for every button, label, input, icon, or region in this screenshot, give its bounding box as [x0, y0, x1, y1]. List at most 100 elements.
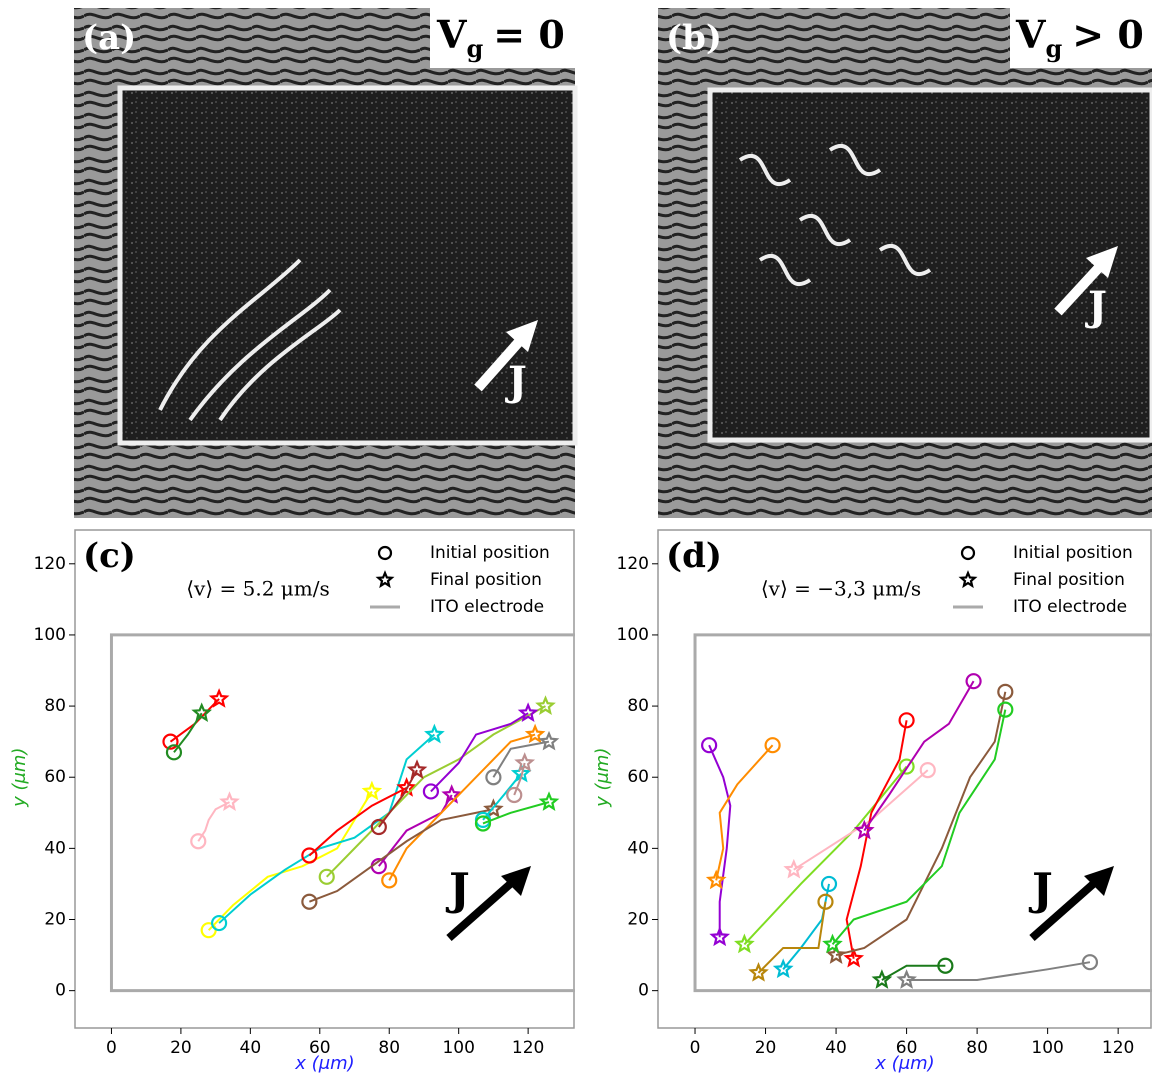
trajectory — [169, 698, 220, 743]
trajectory — [309, 808, 494, 903]
final-marker — [538, 730, 560, 751]
domain-stripes — [738, 143, 932, 287]
annotation: ⟨v⟩ = −3,3 μm/s — [761, 577, 921, 601]
initial-marker — [301, 893, 318, 910]
initial-marker — [701, 737, 718, 754]
plot-frame — [74, 529, 575, 1029]
final-marker — [361, 780, 383, 801]
y-tick-label: 100 — [34, 625, 66, 645]
trajectory — [430, 712, 529, 793]
y-tick-label: 20 — [627, 910, 649, 930]
initial-marker — [381, 872, 398, 889]
current-arrow — [474, 331, 529, 392]
x-axis-label: x (μm) — [874, 1053, 934, 1074]
chart: 0 20 40 60 80 100 120 0 20 40 60 80 100 120 x (μm) y (μ… — [9, 529, 575, 1074]
y-tick-label: 60 — [44, 767, 66, 787]
y-tick-label: 0 — [55, 981, 66, 1001]
legend-initial-marker — [960, 545, 976, 561]
caption-box — [1010, 8, 1152, 68]
legend-label: ITO electrode — [430, 597, 544, 617]
y-tick-label: 0 — [638, 981, 649, 1001]
current-label: J — [505, 358, 527, 405]
legend-label: ITO electrode — [1013, 597, 1127, 617]
trajectory — [793, 769, 929, 871]
initial-marker — [997, 683, 1014, 700]
current-arrow — [1029, 875, 1103, 941]
plot-area — [109, 633, 575, 993]
final-marker — [822, 933, 843, 954]
x-tick-label: 0 — [106, 1038, 117, 1058]
initial-marker — [965, 673, 982, 690]
current-arrowhead — [506, 320, 538, 352]
x-tick-label: 40 — [825, 1038, 847, 1058]
electrode — [109, 633, 575, 993]
trajectory — [492, 740, 550, 778]
y-tick-label: 60 — [627, 767, 649, 787]
annotation: ⟨v⟩ = 5.2 μm/s — [186, 577, 330, 601]
y-tick-label: 80 — [627, 696, 649, 716]
y-tick-label: 120 — [34, 554, 66, 574]
initial-marker — [162, 733, 179, 750]
trajectory — [378, 769, 418, 828]
final-marker — [219, 791, 240, 811]
caption-symbol: V — [1015, 12, 1047, 57]
x-tick-label: 80 — [966, 1038, 988, 1058]
initial-marker — [422, 783, 440, 800]
current-label: J — [1085, 283, 1107, 330]
x-tick-label: 80 — [378, 1038, 400, 1058]
trajectory — [715, 744, 774, 881]
trajectory — [708, 744, 732, 938]
final-marker — [441, 784, 462, 804]
final-marker — [748, 962, 769, 982]
initial-marker — [485, 769, 502, 786]
trajectory — [378, 794, 453, 867]
initial-marker — [898, 712, 915, 729]
final-marker — [843, 947, 865, 968]
trajectory — [308, 787, 408, 857]
final-marker — [524, 723, 546, 744]
trajectory — [743, 765, 908, 946]
current-label: J — [445, 865, 470, 916]
legend-label: Initial position — [1013, 543, 1133, 563]
image-b: J (b) Vg > 0 — [658, 8, 1152, 518]
trajectory — [207, 790, 373, 931]
y-axis-label: y (μm) — [592, 748, 613, 808]
legend-initial-marker — [377, 545, 393, 561]
panel-label: (b) — [666, 18, 722, 58]
y-tick-label: 80 — [44, 696, 66, 716]
legend-final-marker — [958, 570, 978, 589]
initial-marker — [997, 701, 1014, 718]
y-tick-label: 20 — [44, 910, 66, 930]
x-tick-label: 120 — [512, 1038, 544, 1058]
final-marker — [517, 702, 539, 723]
initial-marker — [764, 737, 781, 754]
final-marker — [709, 926, 731, 947]
final-marker — [191, 702, 212, 723]
trajectory — [906, 961, 1091, 981]
initial-marker — [919, 762, 936, 779]
electrode-region — [707, 87, 1152, 443]
initial-marker — [190, 833, 207, 850]
final-marker — [514, 752, 536, 772]
y-tick-label: 40 — [627, 838, 649, 858]
initial-marker — [370, 818, 387, 836]
panel-label: (d) — [666, 536, 722, 576]
caption-box — [430, 8, 575, 68]
current-arrowhead — [1086, 246, 1118, 278]
final-marker — [396, 777, 417, 797]
trajectory — [197, 801, 230, 842]
x-tick-label: 100 — [442, 1038, 474, 1058]
x-tick-label: 60 — [309, 1038, 331, 1058]
initial-marker — [165, 744, 183, 761]
trajectory — [835, 691, 1007, 957]
domain-stripes — [158, 258, 342, 422]
x-tick-label: 0 — [690, 1038, 701, 1058]
trajectory — [845, 720, 908, 959]
x-tick-label: 120 — [1102, 1038, 1134, 1058]
x-tick-label: 20 — [755, 1038, 777, 1058]
trajectory — [863, 680, 975, 832]
initial-marker — [318, 868, 335, 885]
plot-frame — [657, 529, 1152, 1029]
caption: Vg > 0 — [1015, 12, 1144, 63]
